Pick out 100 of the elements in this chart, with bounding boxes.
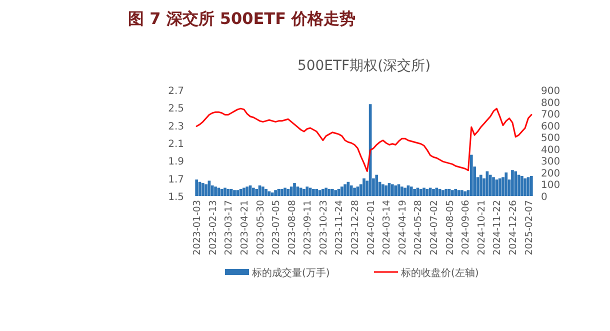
bar [488,174,492,196]
bar [432,188,435,196]
y2-tick-label: 700 [541,110,560,121]
bar [511,170,514,196]
bar [201,183,204,196]
bar [382,184,384,196]
x-tick-label: 2023-03-17 [224,200,235,256]
y-tick-label: 1.9 [168,156,184,168]
bar [204,184,208,196]
y2-tick-label: 100 [541,180,560,192]
x-tick-label: 2023-07-05 [271,200,282,256]
bar [236,190,240,196]
y2-tick-label: 0 [541,192,548,203]
bar [391,184,394,196]
bar [530,176,533,196]
x-tick-label: 2023-02-13 [208,200,219,256]
y2-tick-label: 500 [541,133,560,144]
bar [270,192,274,196]
x-tick-label: 2023-10-23 [318,200,330,256]
x-tick-label: 2024-11-22 [492,200,504,256]
bar [226,188,230,196]
bar [504,172,508,196]
bar [514,171,518,196]
bar [498,178,502,196]
bar [397,184,400,196]
bar [264,188,268,196]
bar [457,190,460,196]
bar [470,154,473,196]
bar [195,180,198,196]
x-tick-label: 2024-05-28 [413,200,424,256]
bar [375,174,378,196]
bar [274,190,277,196]
chart-title: 图 7 深交所 500ETF 价格走势 [128,9,356,28]
x-tick-label: 2024-02-01 [366,200,377,256]
bar [302,188,306,196]
bar [214,186,217,196]
bar [334,190,337,196]
bar [322,188,324,196]
y-tick-label: 2.5 [168,104,184,115]
chart-subtitle: 500ETF期权(深交所) [297,58,431,74]
y2-tick-label: 900 [541,86,560,97]
x-tick-label: 2024-12-26 [508,200,519,256]
bar [312,188,315,196]
bar [413,188,416,196]
x-tick-label: 2023-09-11 [302,200,314,256]
x-tick-label: 2023-01-03 [192,200,204,256]
x-tick-label: 2024-07-02 [428,200,440,256]
y2-tick-label: 600 [541,121,560,132]
x-tick-label: 2024-03-14 [382,200,393,256]
line-series [196,108,532,172]
bar [435,188,438,196]
x-tick-label: 2023-12-28 [350,200,362,256]
bar [344,184,346,196]
x-tick-label: 2024-10-21 [476,200,488,256]
bar [252,188,255,196]
bar [261,186,264,196]
bar [444,188,448,196]
bar [296,186,300,196]
y2-tick-label: 400 [541,144,560,156]
bar [255,188,258,196]
bar [330,188,334,196]
y-tick-label: 2.7 [168,86,184,97]
bar [492,177,495,196]
x-tick-label: 2023-04-21 [239,200,250,256]
bar [394,185,398,196]
bar [520,176,524,196]
y-tick-label: 1.7 [168,174,184,186]
bar [280,188,284,196]
x-tick-label: 2023-08-08 [286,200,298,256]
bar [460,190,464,196]
y2-tick-label: 300 [541,156,560,168]
y2-tick-label: 200 [541,168,560,180]
x-tick-label: 2024-09-06 [460,200,472,256]
bar [340,186,344,196]
x-tick-label: 2023-11-24 [334,200,346,256]
bar [442,190,444,196]
x-tick-label: 2023-05-30 [255,200,266,256]
bar [419,188,422,196]
x-tick-label: 2024-04-19 [397,200,408,256]
bar [404,188,406,196]
y-tick-label: 2.1 [168,139,184,150]
x-tick-label: 2024-08-05 [444,200,456,256]
bar [350,185,353,196]
bar [428,188,432,196]
bar [224,188,226,196]
bar [454,188,458,196]
bar [362,178,366,196]
bar [422,188,426,196]
bar [384,185,388,196]
legend-label: 标的收盘价(左轴) [400,267,479,279]
y-tick-label: 1.5 [168,192,184,203]
bar [318,190,322,196]
bar [410,186,413,196]
bar [284,188,286,196]
bar [353,188,356,196]
y2-tick-label: 800 [541,98,560,109]
bar [464,191,467,196]
x-tick-label: 2025-02-07 [524,200,535,256]
bar [220,188,224,196]
bar [293,183,296,196]
